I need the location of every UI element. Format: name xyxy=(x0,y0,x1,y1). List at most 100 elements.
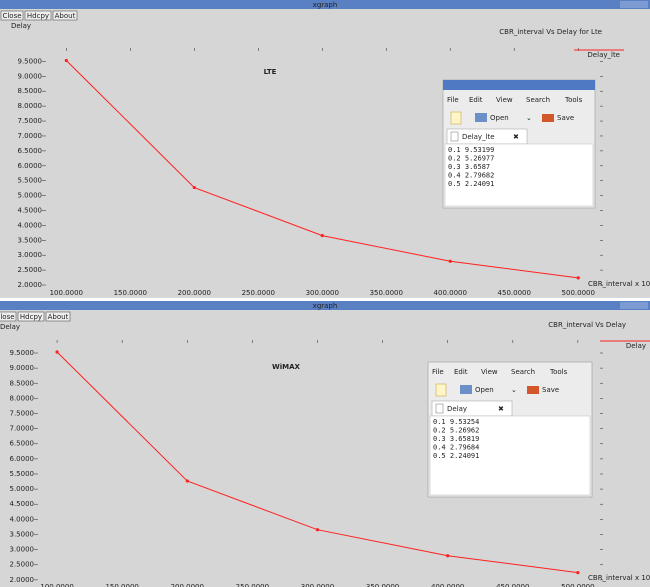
menu-item[interactable]: View xyxy=(496,96,513,104)
y-tick-label: 5.0000 xyxy=(10,485,35,493)
button-label[interactable]: Close xyxy=(0,313,15,321)
dropdown[interactable]: ⌄ xyxy=(526,114,532,122)
data-point xyxy=(55,350,58,353)
screen: xgraph Close Hdcpy About Delay CBR_interval V… xyxy=(0,0,650,587)
menu-item[interactable]: Search xyxy=(511,368,535,376)
window-controls xyxy=(620,1,648,8)
page: xgraph Close Hdcpy About Delay CBR_interval V… xyxy=(0,0,650,587)
data-point xyxy=(193,186,196,189)
y-tick-label: 7.5000 xyxy=(18,117,43,125)
x-tick-label: 400.0000 xyxy=(431,583,464,587)
button-label[interactable]: About xyxy=(48,313,69,321)
y-axis-label: Delay xyxy=(0,323,20,331)
text-line: 0.5 2.24091 xyxy=(433,452,479,460)
menu-item[interactable]: Search xyxy=(526,96,550,104)
x-tick-label: 150.0000 xyxy=(105,583,138,587)
x-tick-label: 100.0000 xyxy=(50,289,83,297)
data-point xyxy=(186,479,189,482)
y-tick-label: 8.5000 xyxy=(18,87,43,95)
y-tick-label: 3.0000 xyxy=(10,546,35,554)
button-label[interactable]: Hdcpy xyxy=(27,12,49,20)
new-icon[interactable] xyxy=(451,112,461,124)
menu-item[interactable]: Tools xyxy=(564,96,583,104)
x-tick-label: 300.0000 xyxy=(306,289,339,297)
x-tick-label: 350.0000 xyxy=(370,289,403,297)
y-tick-label: 9.5000 xyxy=(18,57,43,65)
save-button[interactable]: Save xyxy=(557,114,574,122)
x-tick-label: 300.0000 xyxy=(301,583,334,587)
x-tick-label: 200.0000 xyxy=(171,583,204,587)
chart-title: CBR_interval Vs Delay for Lte xyxy=(499,28,602,36)
menu-item[interactable]: Tools xyxy=(549,368,568,376)
y-tick-label: 7.0000 xyxy=(18,132,43,140)
y-tick-label: 2.0000 xyxy=(18,281,43,289)
y-tick-label: 9.5000 xyxy=(10,349,35,357)
text-line: 0.1 9.53254 xyxy=(433,418,479,426)
save-button[interactable]: Save xyxy=(542,386,559,394)
legend-label: Delay_lte xyxy=(587,51,620,59)
y-tick-label: 7.0000 xyxy=(10,425,35,433)
open-icon[interactable] xyxy=(460,385,472,394)
data-point xyxy=(316,528,319,531)
x-tick-label: 400.0000 xyxy=(434,289,467,297)
text-line: 0.1 9.53199 xyxy=(448,146,494,154)
y-tick-label: 4.0000 xyxy=(18,221,43,229)
x-axis-label: CBR_interval x 10 xyxy=(588,574,650,582)
tab-close[interactable]: ✖ xyxy=(513,133,519,141)
text-line: 0.4 2.79682 xyxy=(448,172,494,180)
save-icon[interactable] xyxy=(542,114,554,122)
save-icon[interactable] xyxy=(527,386,539,394)
y-axis-label: Delay xyxy=(11,22,31,30)
data-point xyxy=(449,260,452,263)
x-tick-label: 450.0000 xyxy=(498,289,531,297)
x-axis-label: CBR_interval x 10 xyxy=(588,280,650,288)
chart-title: CBR_interval Vs Delay xyxy=(548,321,626,329)
editor-titlebar xyxy=(443,80,595,90)
y-tick-label: 5.5000 xyxy=(10,470,35,478)
window-controls xyxy=(620,302,648,309)
menu-item[interactable]: View xyxy=(481,368,498,376)
open-button[interactable]: Open xyxy=(475,386,494,394)
y-tick-label: 5.0000 xyxy=(18,192,43,200)
y-tick-label: 2.5000 xyxy=(10,561,35,569)
text-line: 0.5 2.24091 xyxy=(448,180,494,188)
x-tick-label: 200.0000 xyxy=(178,289,211,297)
open-icon[interactable] xyxy=(475,113,487,122)
doc-icon xyxy=(451,132,458,141)
y-tick-label: 8.0000 xyxy=(10,394,35,402)
y-tick-label: 9.0000 xyxy=(18,72,43,80)
text-line: 0.2 5.26962 xyxy=(433,427,479,435)
y-tick-label: 3.5000 xyxy=(10,530,35,538)
button-label[interactable]: Close xyxy=(2,12,21,20)
menu-item[interactable]: Edit xyxy=(469,96,483,104)
y-tick-label: 4.5000 xyxy=(10,500,35,508)
x-tick-label: 250.0000 xyxy=(236,583,269,587)
x-tick-label: 150.0000 xyxy=(114,289,147,297)
menu-item[interactable]: Edit xyxy=(454,368,468,376)
window-title: xgraph xyxy=(313,302,338,310)
button-label[interactable]: About xyxy=(55,12,76,20)
y-tick-label: 9.0000 xyxy=(10,364,35,372)
dropdown[interactable]: ⌄ xyxy=(511,386,517,394)
open-button[interactable]: Open xyxy=(490,114,509,122)
tab-label[interactable]: Delay xyxy=(447,405,467,413)
data-point xyxy=(576,571,579,574)
data-point xyxy=(65,59,68,62)
menu-item[interactable]: File xyxy=(432,368,444,376)
x-tick-label: 500.0000 xyxy=(561,583,594,587)
menu-item[interactable]: File xyxy=(447,96,459,104)
y-tick-label: 6.5000 xyxy=(10,440,35,448)
y-tick-label: 8.0000 xyxy=(18,102,43,110)
text-line: 0.2 5.26977 xyxy=(448,155,494,163)
tab-close[interactable]: ✖ xyxy=(498,405,504,413)
new-icon[interactable] xyxy=(436,384,446,396)
tab-label[interactable]: Delay_lte xyxy=(462,133,495,141)
y-tick-label: 5.5000 xyxy=(18,177,43,185)
y-tick-label: 6.0000 xyxy=(10,455,35,463)
y-tick-label: 3.5000 xyxy=(18,236,43,244)
y-tick-label: 7.5000 xyxy=(10,410,35,418)
y-tick-label: 2.0000 xyxy=(10,576,35,584)
button-label[interactable]: Hdcpy xyxy=(20,313,42,321)
data-point xyxy=(321,234,324,237)
doc-icon xyxy=(436,404,443,413)
